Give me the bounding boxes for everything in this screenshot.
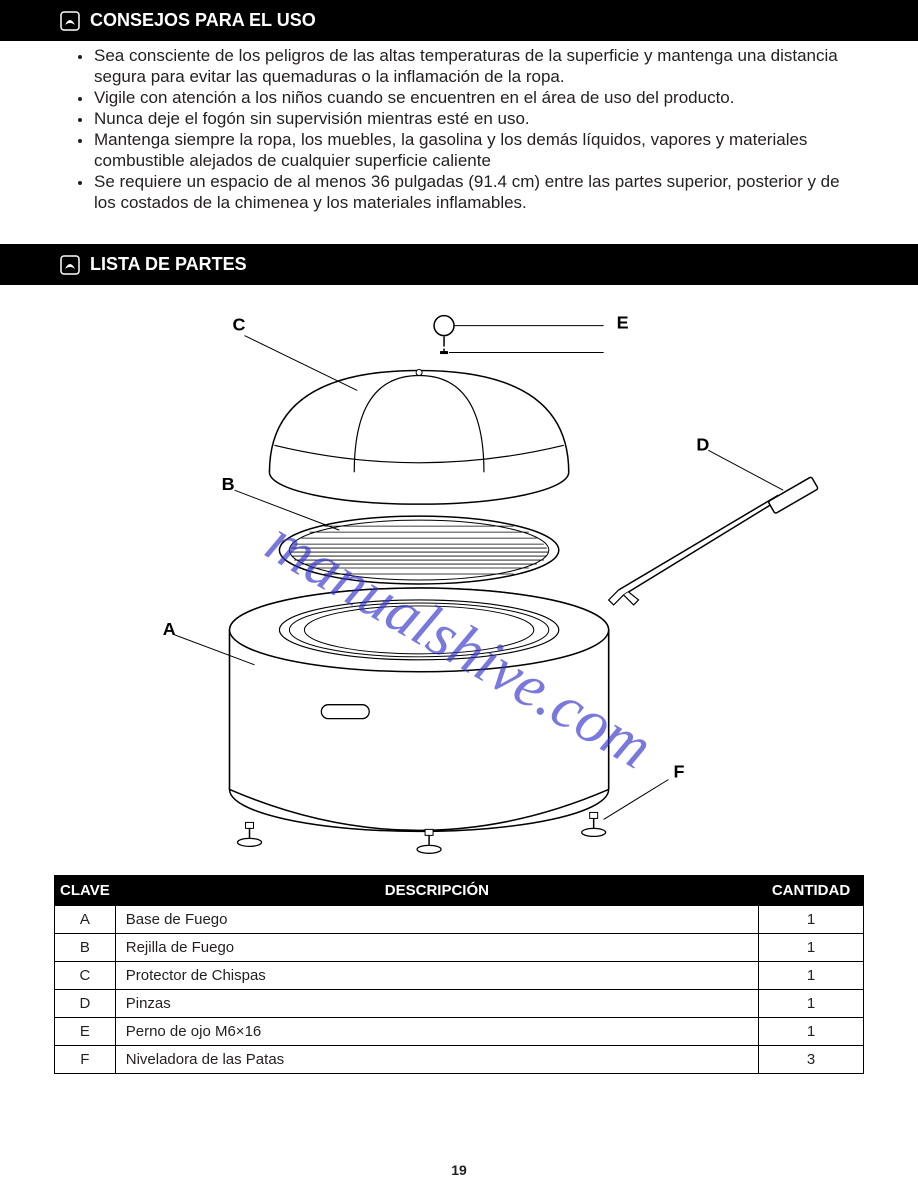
usage-icon xyxy=(60,11,80,31)
table-row: C Protector de Chispas 1 xyxy=(55,962,864,990)
table-row: E Perno de ojo M6×16 1 xyxy=(55,1018,864,1046)
section-header-usage: CONSEJOS PARA EL USO xyxy=(0,0,918,41)
leveler-3 xyxy=(582,812,606,836)
table-header-row: CLAVE DESCRIPCIÓN CANTIDAD xyxy=(55,876,864,906)
cell-desc: Base de Fuego xyxy=(115,906,758,934)
exploded-diagram: E C B A D F xyxy=(50,300,868,860)
section-header-parts: LISTA DE PARTES xyxy=(0,244,918,285)
cell-key: B xyxy=(55,934,116,962)
table-row: B Rejilla de Fuego 1 xyxy=(55,934,864,962)
cell-qty: 1 xyxy=(759,906,864,934)
leveler-2 xyxy=(417,829,441,853)
bullet-5-cont: los costados de la chimenea y los materi… xyxy=(94,193,858,213)
table-row: A Base de Fuego 1 xyxy=(55,906,864,934)
cell-desc: Pinzas xyxy=(115,990,758,1018)
cell-desc: Rejilla de Fuego xyxy=(115,934,758,962)
cell-key: A xyxy=(55,906,116,934)
svg-text:D: D xyxy=(696,434,709,454)
svg-text:B: B xyxy=(222,474,235,494)
cell-desc: Protector de Chispas xyxy=(115,962,758,990)
svg-text:A: A xyxy=(163,619,176,639)
bullet-4: Mantenga siempre la ropa, los muebles, l… xyxy=(78,130,858,150)
cell-qty: 1 xyxy=(759,1018,864,1046)
leveler-1 xyxy=(238,822,262,846)
svg-text:E: E xyxy=(617,313,629,333)
th-desc: DESCRIPCIÓN xyxy=(115,876,758,906)
cell-key: F xyxy=(55,1046,116,1074)
bullet-1-cont: segura para evitar las quemaduras o la i… xyxy=(94,67,858,87)
cell-key: D xyxy=(55,990,116,1018)
table-row: D Pinzas 1 xyxy=(55,990,864,1018)
cell-qty: 1 xyxy=(759,990,864,1018)
page-number: 19 xyxy=(451,1162,467,1178)
section-title-usage: CONSEJOS PARA EL USO xyxy=(90,10,316,31)
cell-qty: 3 xyxy=(759,1046,864,1074)
svg-text:F: F xyxy=(673,762,684,782)
bullet-4-cont: combustible alejados de cualquier superf… xyxy=(94,151,858,171)
parts-icon xyxy=(60,255,80,275)
parts-diagram: manualshive.com xyxy=(0,285,918,875)
cell-qty: 1 xyxy=(759,962,864,990)
cell-qty: 1 xyxy=(759,934,864,962)
svg-text:C: C xyxy=(233,315,246,335)
cell-desc: Perno de ojo M6×16 xyxy=(115,1018,758,1046)
bullet-2: Vigile con atención a los niños cuando s… xyxy=(78,88,858,108)
section-title-parts: LISTA DE PARTES xyxy=(90,254,247,275)
th-qty: CANTIDAD xyxy=(759,876,864,906)
cell-key: C xyxy=(55,962,116,990)
th-key: CLAVE xyxy=(55,876,116,906)
bullet-3: Nunca deje el fogón sin supervisión mien… xyxy=(78,109,858,129)
table-row: F Niveladora de las Patas 3 xyxy=(55,1046,864,1074)
cell-desc: Niveladora de las Patas xyxy=(115,1046,758,1074)
parts-table: CLAVE DESCRIPCIÓN CANTIDAD A Base de Fue… xyxy=(54,875,864,1074)
bullet-1: Sea consciente de los peligros de las al… xyxy=(78,46,858,66)
usage-content: Sea consciente de los peligros de las al… xyxy=(0,41,918,234)
bullet-5: Se requiere un espacio de al menos 36 pu… xyxy=(78,172,858,192)
cell-key: E xyxy=(55,1018,116,1046)
